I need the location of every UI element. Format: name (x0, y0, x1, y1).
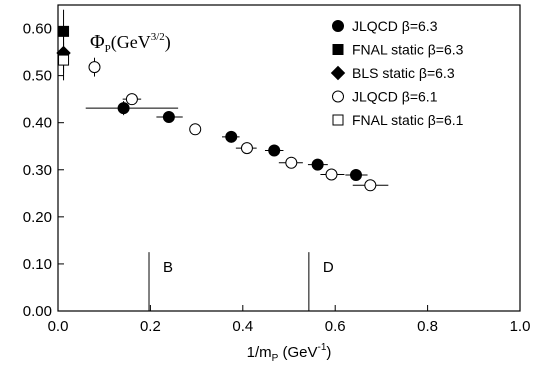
legend-label: FNAL static β=6.3 (352, 42, 464, 58)
legend-marker (330, 65, 346, 81)
in-plot-label-main: Φ (90, 31, 105, 53)
data-point (162, 111, 175, 124)
x-tick-label: 0.6 (325, 318, 346, 335)
data-point (285, 156, 298, 169)
data-points (56, 25, 377, 192)
data-point (225, 130, 238, 143)
plot-area-border (57, 4, 521, 312)
legend-label: BLS static β=6.3 (352, 65, 455, 81)
data-point (58, 25, 70, 37)
x-tick-label: 1.0 (510, 318, 531, 335)
legend-label: JLQCD β=6.1 (352, 89, 438, 105)
x-axis-label-close: ) (326, 344, 331, 361)
y-tick-label: 0.20 (23, 209, 52, 226)
x-tick-label: 0.2 (140, 318, 161, 335)
legend-marker (332, 114, 344, 126)
data-point (364, 179, 377, 192)
legend-marker (332, 20, 344, 32)
x-axis-label-rest: (GeV (278, 344, 317, 361)
data-point (125, 93, 138, 106)
data-point (349, 168, 362, 181)
x-tick-label: 0.8 (417, 318, 438, 335)
legend-marker (332, 90, 344, 103)
data-point (117, 102, 130, 115)
y-tick-label: 0.60 (23, 21, 52, 38)
in-plot-label-rest: (GeV (111, 32, 151, 53)
x-axis-label-main: 1/m (247, 344, 272, 361)
data-point (311, 158, 324, 171)
x-axis-label-sub: P (272, 353, 279, 364)
marker-label-d: D (323, 259, 334, 276)
legend-label: FNAL static β=6.1 (352, 112, 464, 128)
axis-ticks: 0.0 0.2 0.4 0.6 0.8 1.0 0.00 0.10 0.20 0.30 0.40 0.… (23, 21, 531, 335)
in-plot-label-close: ) (165, 32, 171, 53)
data-point (325, 168, 338, 181)
data-point (268, 144, 281, 157)
data-point (240, 142, 253, 155)
legend-label: JLQCD β=6.3 (352, 18, 438, 34)
x-tick-label: 0.0 (48, 318, 69, 335)
data-point (189, 123, 202, 136)
legend: JLQCD β=6.3 FNAL static β=6.3 BLS static β… (330, 18, 464, 128)
data-point (58, 54, 70, 66)
y-tick-label: 0.10 (23, 256, 52, 273)
marker-label-b: B (163, 259, 173, 276)
y-tick-label: 0.50 (23, 68, 52, 85)
y-tick-label: 0.40 (23, 115, 52, 132)
in-plot-label-sub: P (105, 43, 111, 55)
x-axis-label: 1/mP (GeV-1) (247, 342, 332, 364)
y-tick-label: 0.30 (23, 162, 52, 179)
plot-frame (57, 4, 521, 312)
in-plot-label-sup: 3/2 (151, 31, 165, 43)
legend-marker (332, 44, 344, 55)
in-plot-label: ΦP(GeV3/2) (90, 31, 171, 55)
data-point (88, 61, 101, 74)
y-tick-label: 0.00 (23, 303, 52, 320)
x-tick-label: 0.4 (232, 318, 253, 335)
x-axis-label-sup: -1 (317, 342, 326, 353)
